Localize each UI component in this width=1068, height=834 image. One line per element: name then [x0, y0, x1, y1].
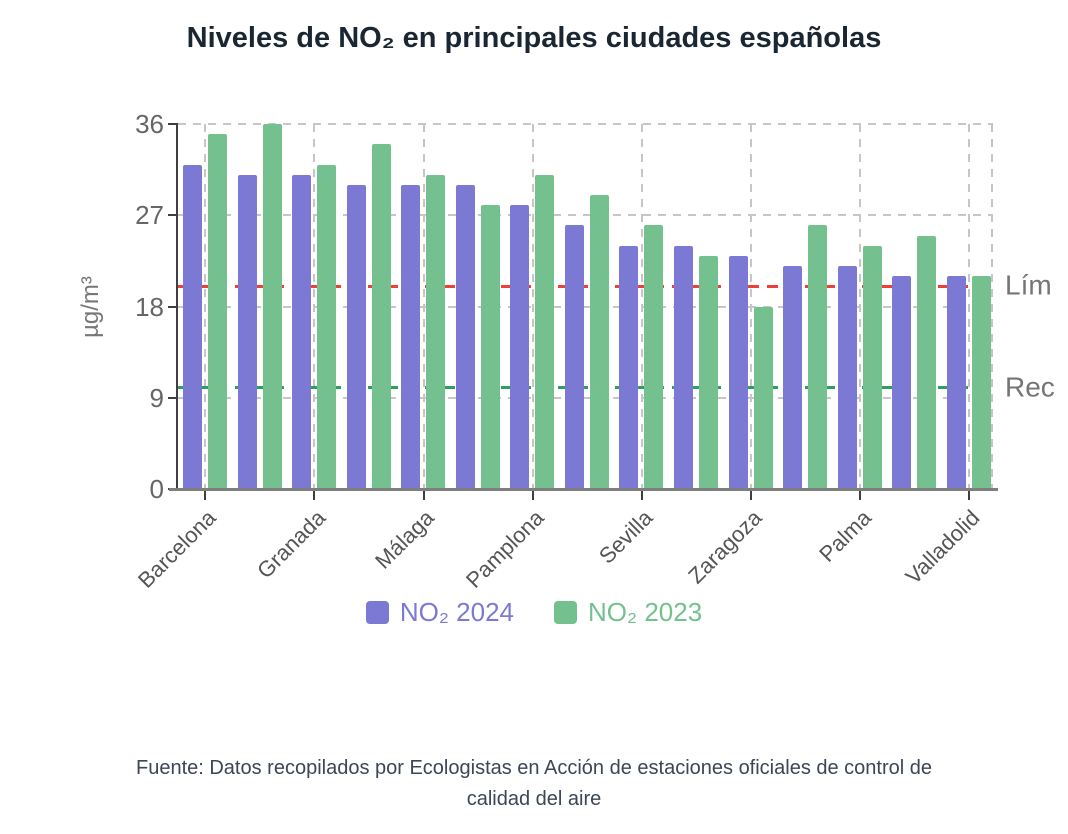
y-tick-label: 9	[149, 382, 164, 413]
x-gridline	[749, 124, 752, 489]
x-gridline	[313, 124, 316, 489]
x-tick-label-text: Granada	[251, 505, 331, 584]
bar-city-8-2024	[564, 225, 584, 489]
bar-valladolid-2023	[971, 276, 991, 489]
bar-granada-2024	[292, 174, 312, 489]
source-note-line2: calidad del aire	[466, 788, 602, 810]
y-tick-label: 0	[149, 474, 164, 504]
limit-line-label: Lím	[1005, 269, 1052, 301]
y-tick-mark	[168, 396, 178, 399]
x-tick-mark	[204, 491, 207, 500]
source-note: Fuente: Datos recopilados por Ecologista…	[0, 753, 1068, 815]
bar-málaga-2024	[401, 184, 421, 489]
bar-city-6-2023	[480, 205, 500, 489]
bar-palma-2023	[862, 245, 882, 489]
legend-swatch-2024	[365, 601, 389, 624]
bar-city-10-2024	[673, 245, 693, 489]
bar-city-8-2023	[589, 195, 609, 489]
bar-city-4-2023	[371, 144, 391, 489]
y-axis-title: µg/m³	[77, 275, 104, 338]
y-tick-label: 36	[135, 109, 164, 139]
bar-city-2-2024	[237, 174, 257, 489]
x-tick-label-text: Málaga	[370, 505, 440, 574]
x-gridline	[531, 124, 534, 489]
x-gridline	[640, 124, 643, 489]
bar-city-10-2023	[699, 255, 718, 489]
recommendation-line	[178, 386, 993, 390]
bar-málaga-2023	[426, 174, 446, 489]
limit-line	[178, 284, 993, 288]
bar-barcelona-2023	[208, 134, 227, 489]
x-tick-mark	[422, 491, 425, 500]
x-tick-mark	[313, 491, 316, 500]
y-tick-mark	[168, 305, 178, 308]
bar-city-4-2024	[346, 184, 366, 489]
bar-granada-2023	[317, 164, 337, 489]
bar-sevilla-2023	[644, 225, 664, 489]
x-tick-mark	[968, 491, 970, 500]
x-tick-mark	[858, 491, 861, 500]
x-gridline	[858, 124, 861, 489]
bar-zaragoza-2023	[753, 306, 773, 489]
x-axis-line	[169, 488, 998, 491]
plot-area	[176, 123, 993, 489]
y-tick-label: 27	[135, 200, 164, 231]
bar-city-14-2023	[917, 235, 937, 489]
y-tick-mark	[168, 214, 178, 217]
legend-label-2023: NO₂ 2023	[588, 597, 703, 627]
bar-palma-2024	[837, 265, 857, 489]
y-gridline	[178, 305, 993, 308]
bar-city-12-2024	[783, 265, 802, 489]
bar-zaragoza-2024	[728, 255, 748, 489]
x-tick-label-text: Palma	[813, 505, 876, 567]
x-tick-label-text: Sevilla	[593, 505, 658, 569]
x-tick-label-text: Zaragoza	[683, 505, 767, 589]
legend-item-2023: NO₂ 2023	[554, 597, 702, 628]
x-gridline	[204, 124, 207, 489]
x-tick-label-text: Barcelona	[133, 505, 221, 593]
bar-city-12-2023	[808, 225, 827, 489]
x-gridline	[422, 124, 425, 489]
x-tick-mark	[531, 491, 534, 500]
bar-city-2-2023	[262, 124, 282, 489]
x-gridline	[968, 124, 970, 489]
y-gridline	[178, 214, 993, 217]
x-tick-label-text: Pamplona	[460, 505, 549, 593]
chart-legend: NO₂ 2024 NO₂ 2023	[0, 597, 1068, 628]
x-gridline-right-edge	[991, 124, 993, 489]
legend-swatch-2023	[554, 601, 577, 624]
x-tick-label-text: Valladolid	[900, 505, 985, 589]
y-gridline	[178, 396, 993, 399]
x-tick-mark	[749, 491, 752, 500]
bar-pamplona-2023	[535, 174, 555, 489]
recommendation-line-label: Rec	[1005, 370, 1055, 402]
bar-valladolid-2024	[946, 276, 966, 489]
source-note-line1: Fuente: Datos recopilados por Ecologista…	[135, 757, 933, 779]
bar-city-14-2024	[892, 276, 912, 489]
y-tick-mark	[168, 123, 178, 125]
bar-barcelona-2024	[183, 164, 202, 489]
y-gridline	[178, 123, 993, 125]
bar-city-6-2024	[455, 184, 475, 489]
bar-sevilla-2024	[619, 245, 639, 489]
x-tick-mark	[640, 491, 643, 500]
chart-title: Niveles de NO₂ en principales ciudades e…	[186, 22, 882, 54]
legend-item-2024: NO₂ 2024	[365, 597, 514, 628]
y-tick-label: 18	[135, 291, 164, 322]
bar-pamplona-2024	[510, 205, 530, 489]
legend-label-2024: NO₂ 2024	[399, 597, 514, 627]
